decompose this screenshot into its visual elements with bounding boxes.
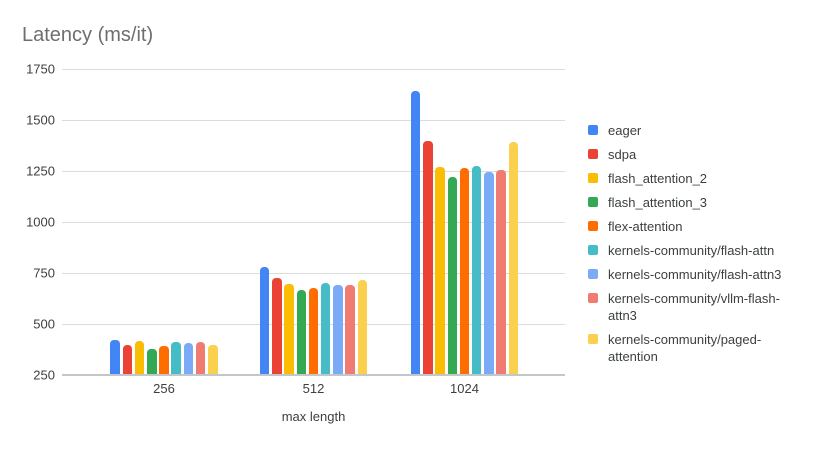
x-axis-title: max length bbox=[281, 409, 346, 424]
legend-label: flex-attention bbox=[608, 219, 683, 234]
bar-flex-attention bbox=[159, 346, 169, 375]
legend-label: sdpa bbox=[608, 147, 637, 162]
legend-swatch-icon bbox=[588, 245, 598, 255]
bar-kernels-community-vllm-flash-attn3 bbox=[345, 284, 355, 375]
x-axis-tick-label: 1024 bbox=[450, 381, 479, 396]
legend-label: flash_attention_3 bbox=[608, 195, 708, 210]
legend-swatch-icon bbox=[588, 334, 598, 344]
bar-flash-attention-3 bbox=[296, 290, 307, 375]
legend-label: eager bbox=[608, 123, 642, 138]
legend-swatch-icon bbox=[588, 221, 598, 231]
legend-label: kernels-community/paged-attention bbox=[608, 332, 762, 364]
bar-eager bbox=[110, 340, 120, 375]
y-axis-tick-label: 1000 bbox=[26, 214, 55, 230]
y-axis-tick-label: 750 bbox=[33, 265, 55, 281]
bar-kernels-community-flash-attn3 bbox=[333, 285, 343, 375]
bar-flex-attention bbox=[459, 167, 470, 375]
legend-item: kernels-community/vllm-flash-attn3 bbox=[588, 290, 800, 324]
legend-swatch-icon bbox=[588, 173, 598, 183]
bar-kernels-community-flash-attn bbox=[320, 283, 331, 375]
bar-kernels-community-paged-attention bbox=[208, 345, 218, 375]
legend-item: flash_attention_3 bbox=[588, 194, 800, 211]
legend-label: flash_attention_2 bbox=[608, 171, 708, 186]
legend-swatch-icon bbox=[588, 269, 598, 279]
bar-flash-attention-2 bbox=[435, 166, 445, 375]
legend-item: kernels-community/flash-attn bbox=[588, 242, 800, 259]
bar-kernels-community-paged-attention bbox=[357, 279, 368, 375]
legend-swatch-icon bbox=[588, 197, 598, 207]
gridline bbox=[62, 272, 565, 274]
legend-item: flash_attention_2 bbox=[588, 170, 800, 187]
bar-sdpa bbox=[122, 345, 133, 375]
bar-sdpa bbox=[423, 141, 433, 375]
legend-swatch-icon bbox=[588, 149, 598, 159]
bar-kernels-community-flash-attn3 bbox=[484, 172, 494, 375]
legend-swatch-icon bbox=[588, 293, 598, 303]
y-axis-tick-label: 1250 bbox=[26, 163, 55, 179]
gridline bbox=[62, 221, 565, 223]
bar-flash-attention-3 bbox=[447, 176, 458, 375]
y-axis-tick-label: 500 bbox=[33, 316, 55, 332]
y-axis-tick-label: 1750 bbox=[26, 61, 55, 77]
legend-label: kernels-community/flash-attn bbox=[608, 243, 775, 258]
bar-eager bbox=[410, 91, 421, 375]
bar-kernels-community-flash-attn bbox=[171, 341, 181, 375]
bar-kernels-community-vllm-flash-attn3 bbox=[496, 169, 506, 375]
legend-item: kernels-community/paged-attention bbox=[588, 331, 800, 365]
chart-title: Latency (ms/it) bbox=[22, 24, 154, 46]
bar-kernels-community-paged-attention bbox=[508, 142, 519, 375]
bar-flash-attention-2 bbox=[134, 341, 145, 375]
y-axis-tick-label: 1500 bbox=[26, 112, 55, 128]
x-axis-tick-label: 512 bbox=[302, 381, 325, 396]
legend-swatch-icon bbox=[588, 125, 598, 135]
bar-sdpa bbox=[272, 278, 282, 375]
bar-kernels-community-flash-attn bbox=[471, 165, 482, 375]
x-axis-line bbox=[62, 374, 565, 376]
gridline bbox=[62, 119, 565, 121]
bar-kernels-community-flash-attn3 bbox=[183, 343, 194, 375]
bar-flash-attention-2 bbox=[284, 284, 294, 375]
legend-item: eager bbox=[588, 122, 800, 139]
bar-flex-attention bbox=[308, 288, 319, 375]
gridline bbox=[62, 170, 565, 172]
bar-flash-attention-3 bbox=[147, 348, 157, 375]
legend: eager sdpa flash_attention_2 flash_attentio… bbox=[588, 122, 800, 372]
legend-item: flex-attention bbox=[588, 218, 800, 235]
legend-item: sdpa bbox=[588, 146, 800, 163]
legend-label: kernels-community/flash-attn3 bbox=[608, 267, 782, 282]
y-axis-tick-label: 250 bbox=[33, 367, 55, 383]
gridline bbox=[62, 68, 565, 70]
legend-label: kernels-community/vllm-flash-attn3 bbox=[608, 291, 780, 323]
legend-item: kernels-community/flash-attn3 bbox=[588, 266, 800, 283]
bar-kernels-community-vllm-flash-attn3 bbox=[195, 342, 206, 375]
x-axis-tick-label: 256 bbox=[153, 381, 175, 396]
bar-eager bbox=[259, 266, 270, 375]
